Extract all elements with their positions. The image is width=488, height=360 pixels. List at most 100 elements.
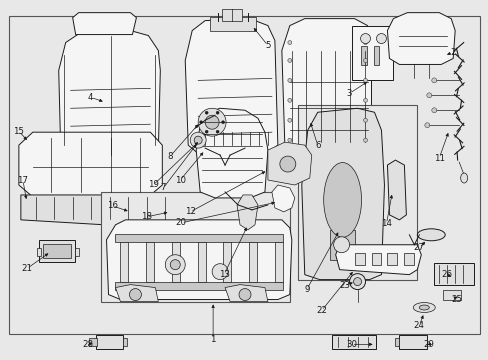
Polygon shape [237, 195, 258, 230]
Ellipse shape [323, 163, 361, 237]
Bar [360, 45, 366, 66]
Bar [37, 248, 41, 256]
Bar [210, 17, 255, 31]
Circle shape [287, 41, 291, 45]
Polygon shape [19, 132, 162, 197]
Text: 9: 9 [304, 285, 309, 294]
Circle shape [376, 33, 386, 44]
Text: 19: 19 [147, 180, 159, 189]
Text: 7: 7 [160, 184, 166, 193]
Bar [39, 240, 75, 262]
Polygon shape [185, 19, 277, 155]
Circle shape [431, 108, 436, 113]
Text: 21: 21 [21, 264, 32, 273]
Circle shape [431, 78, 436, 83]
Bar [329, 230, 354, 260]
Bar [371, 253, 381, 265]
Text: 12: 12 [184, 207, 195, 216]
Polygon shape [196, 108, 267, 198]
Text: 28: 28 [82, 340, 93, 349]
Bar [351, 26, 393, 80]
Polygon shape [106, 220, 291, 300]
Bar [386, 253, 397, 265]
Ellipse shape [412, 302, 434, 312]
Text: 3: 3 [346, 89, 352, 98]
Text: 13: 13 [218, 270, 229, 279]
Bar [395, 338, 399, 346]
Circle shape [170, 260, 180, 270]
Bar [75, 248, 79, 256]
Circle shape [287, 58, 291, 62]
Circle shape [190, 132, 206, 148]
Circle shape [165, 255, 185, 275]
Polygon shape [267, 142, 311, 185]
Text: 14: 14 [380, 219, 391, 228]
Bar [146, 242, 154, 282]
Bar [42, 244, 71, 258]
Bar [433, 263, 473, 285]
Polygon shape [21, 195, 170, 228]
Text: 5: 5 [264, 41, 270, 50]
Text: 2: 2 [449, 48, 455, 57]
Circle shape [199, 121, 202, 124]
Polygon shape [301, 108, 384, 280]
Circle shape [205, 111, 208, 114]
Text: 6: 6 [314, 141, 320, 150]
Polygon shape [386, 13, 454, 64]
Polygon shape [271, 185, 294, 212]
Polygon shape [281, 19, 371, 155]
Text: 22: 22 [316, 306, 326, 315]
Bar [373, 45, 379, 66]
Ellipse shape [419, 305, 428, 310]
Circle shape [198, 108, 225, 136]
Text: 30: 30 [346, 340, 356, 349]
Ellipse shape [416, 229, 444, 241]
Text: 11: 11 [433, 154, 444, 163]
Bar [95, 336, 123, 349]
Text: 27: 27 [413, 243, 424, 252]
Bar [222, 9, 242, 21]
Polygon shape [335, 245, 421, 275]
Circle shape [353, 278, 361, 285]
Circle shape [239, 289, 250, 301]
Bar [297, 105, 416, 280]
Bar [354, 253, 364, 265]
Text: 20: 20 [175, 218, 186, 227]
Circle shape [363, 118, 367, 122]
Bar [123, 338, 127, 346]
Polygon shape [224, 285, 267, 302]
Bar [115, 234, 282, 242]
Circle shape [279, 156, 295, 172]
Circle shape [424, 123, 429, 128]
Text: 8: 8 [167, 152, 173, 161]
Ellipse shape [460, 173, 467, 183]
Bar [88, 338, 96, 346]
Bar [274, 242, 282, 282]
Circle shape [287, 138, 291, 142]
Bar [101, 192, 289, 302]
Bar [120, 242, 128, 282]
Bar [442, 289, 460, 300]
Circle shape [205, 115, 219, 129]
Text: 1: 1 [210, 335, 215, 344]
Text: 15: 15 [13, 127, 24, 136]
Circle shape [363, 41, 367, 45]
Text: 23: 23 [338, 281, 349, 290]
Circle shape [212, 264, 227, 280]
Bar [172, 242, 180, 282]
Text: 29: 29 [423, 340, 434, 349]
Circle shape [287, 78, 291, 82]
Circle shape [363, 138, 367, 142]
Circle shape [363, 58, 367, 62]
Circle shape [194, 136, 202, 144]
Bar [249, 242, 257, 282]
Text: 25: 25 [451, 295, 462, 304]
Circle shape [360, 33, 370, 44]
Circle shape [363, 78, 367, 82]
Circle shape [216, 130, 219, 133]
Text: 17: 17 [17, 176, 28, 185]
Bar [115, 282, 282, 289]
Bar [331, 336, 376, 349]
Circle shape [129, 289, 141, 301]
Bar [197, 242, 205, 282]
